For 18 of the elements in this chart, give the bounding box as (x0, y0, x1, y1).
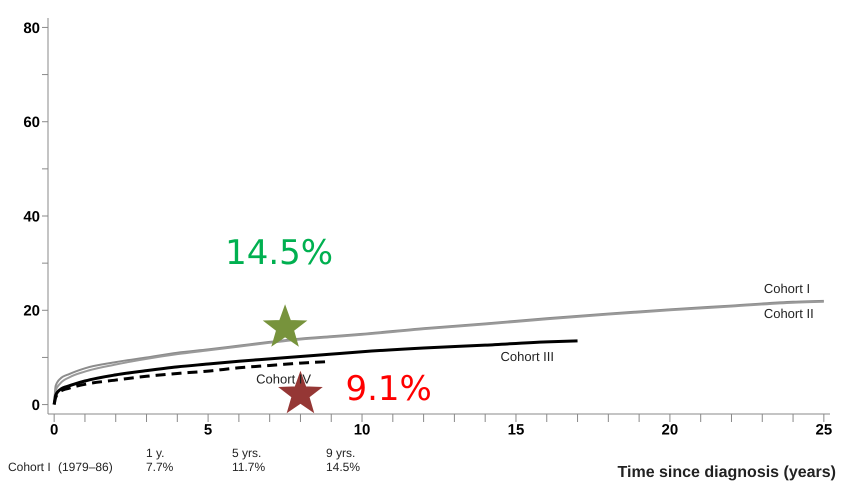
x-tick-label: 5 (204, 422, 212, 439)
series-label: Cohort II (764, 306, 814, 321)
y-tick-label: 80 (23, 20, 40, 37)
x-tick-label: 25 (816, 422, 832, 439)
series-label: Cohort I (764, 280, 810, 296)
y-tick-label: 60 (23, 114, 40, 132)
x-tick-label: 15 (508, 422, 524, 439)
x-tick-label: 20 (662, 422, 678, 439)
annotation: 14.5% (225, 232, 334, 273)
y-tick-label: 40 (23, 208, 40, 226)
series-label: Cohort III (500, 348, 554, 364)
y-tick-label: 0 (32, 396, 40, 414)
summary-table: 1 y. 5 yrs. 9 yrs. Cohort I (1979–86) 7.7% 11.7% 14.5% (8, 446, 406, 474)
y-tick-label: 20 (23, 302, 40, 320)
x-tick-label: 10 (354, 422, 370, 439)
x-tick-label: 0 (50, 422, 58, 439)
x-axis-title: Time since diagnosis (years) (618, 464, 836, 482)
annotation: 9.1% (345, 369, 432, 410)
